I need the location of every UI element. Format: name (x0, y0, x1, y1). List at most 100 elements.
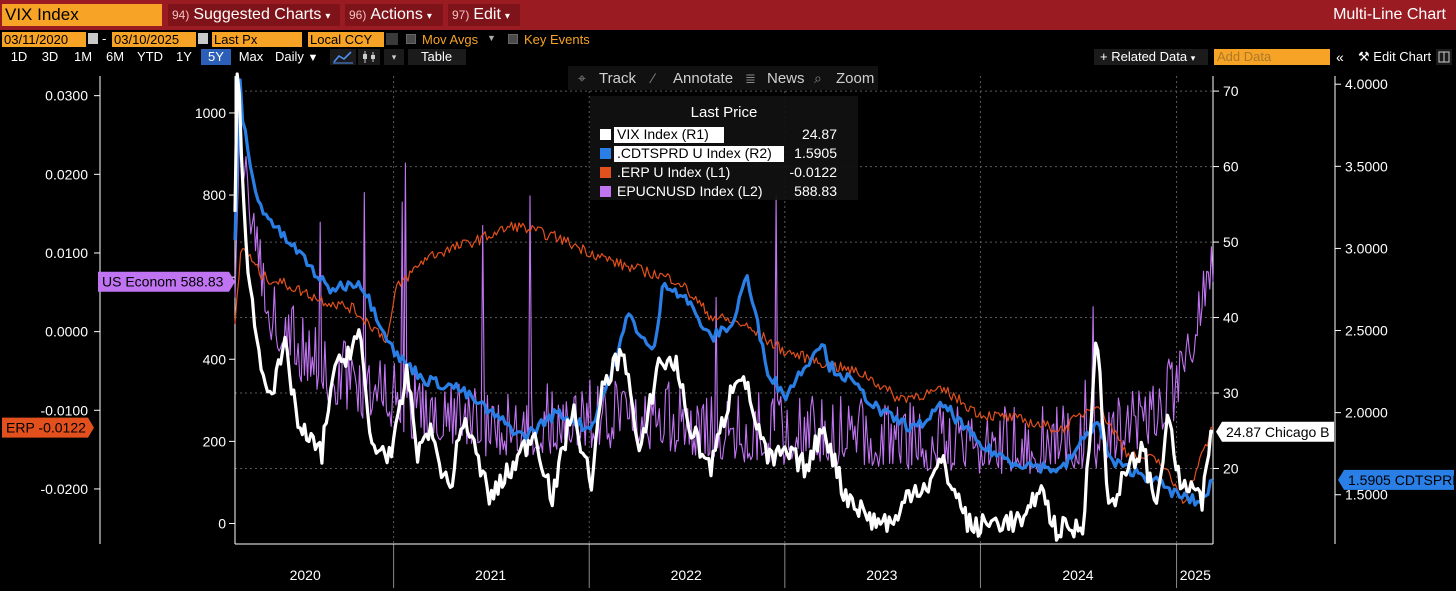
line-chart-icon-svg (333, 51, 353, 64)
range-bar: 1D 3D 1M 6M YTD 1Y 5Y Max Daily ▼ ▾ Tabl… (0, 48, 1456, 66)
legend-entry-name: .ERP U Index (L1) (617, 164, 730, 180)
key-events-checkbox[interactable] (508, 34, 518, 44)
price-field-select[interactable]: Last Px (212, 32, 302, 47)
edit-chart-button[interactable]: ⚒ Edit Chart (1358, 49, 1431, 65)
edit-menu[interactable]: 97) Edit ▾ (448, 4, 520, 26)
legend-entry-value: -0.0122 (790, 164, 838, 180)
l1-tick-label: -0.0200 (41, 481, 89, 497)
mov-avgs-label: Mov Avgs (422, 32, 479, 47)
axis-value-tag (98, 271, 235, 292)
window-title: Multi-Line Chart (1333, 6, 1446, 23)
chevron-down-icon[interactable] (386, 33, 398, 45)
range-max[interactable]: Max (238, 49, 264, 64)
legend-entry-value: 588.83 (794, 183, 837, 199)
annotate-button[interactable]: ∕ Annotate (649, 70, 733, 87)
end-date-field[interactable]: 03/10/2025 (112, 32, 196, 47)
suggested-charts-menu[interactable]: 94) Suggested Charts ▾ (168, 4, 340, 26)
year-separators (393, 544, 1178, 588)
r1-tick-label: 50 (1223, 234, 1239, 250)
news-button[interactable]: ≣ News (745, 70, 805, 87)
add-data-input[interactable]: Add Data (1214, 49, 1330, 65)
axis-value-tag (2, 417, 94, 438)
caret-down-icon: ▾ (504, 11, 510, 22)
currency-select[interactable]: Local CCY (308, 32, 384, 47)
crosshair-icon: ⌖ (578, 70, 586, 86)
range-1y[interactable]: 1Y (176, 49, 192, 64)
l1-tick-label: 0.0300 (45, 88, 88, 104)
range-1m[interactable]: 1M (73, 49, 93, 64)
line-chart-icon[interactable] (330, 49, 356, 65)
ticker-input[interactable]: VIX Index (2, 4, 162, 26)
l1-tick-label: 0.0100 (45, 245, 88, 261)
menu-number: 97) (452, 8, 470, 22)
r2-tick-label: 2.0000 (1345, 405, 1388, 421)
series-line (234, 120, 1214, 475)
range-1d[interactable]: 1D (10, 49, 28, 64)
range-6m[interactable]: 6M (105, 49, 125, 64)
news-icon: ≣ (745, 71, 756, 86)
r2-tick-label: 1.5000 (1345, 487, 1388, 503)
menu-label: Actions (370, 6, 423, 23)
periodicity-label: Daily (275, 49, 304, 64)
multi-line-chart[interactable]: 0.0300 0.0200 0.0100 0.0000 -0.0100 -0.0200 1… (0, 66, 1456, 591)
double-chevron-left-icon[interactable]: « (1336, 49, 1344, 65)
zoom-label: Zoom (836, 70, 874, 87)
calendar-icon[interactable] (198, 33, 208, 44)
x-tick-label: 2024 (1062, 567, 1093, 583)
related-data-label: Related Data (1111, 49, 1188, 64)
l2-tick-label: 1000 (195, 105, 226, 121)
candlestick-icon[interactable] (358, 49, 380, 65)
r2-tick-label: 2.5000 (1345, 323, 1388, 339)
legend-swatch (600, 186, 611, 197)
l1-tick-label: -0.0100 (41, 402, 89, 418)
r1-tick-label: 30 (1223, 385, 1239, 401)
edit-chart-label: Edit Chart (1373, 49, 1432, 64)
date-separator: - (102, 31, 107, 46)
related-data-button[interactable]: + Related Data ▾ (1094, 49, 1208, 65)
l2-ticks: 10008006004002000 (195, 105, 235, 531)
series-line (233, 72, 1214, 542)
legend: Last Price VIX Index (R1) 24.87 .CDTSPRD U… (590, 96, 858, 200)
key-events-label: Key Events (524, 32, 590, 47)
l2-tick-label: 200 (203, 433, 227, 449)
x-tick-label: 2022 (671, 567, 702, 583)
legend-entry-name: .CDTSPRD U Index (R2) (617, 145, 772, 161)
calendar-icon[interactable] (88, 33, 98, 44)
actions-menu[interactable]: 96) Actions ▾ (345, 4, 443, 26)
caret-down-icon: ▾ (325, 11, 331, 22)
legend-highlight (614, 146, 784, 162)
r1-tick-label: 60 (1223, 159, 1239, 175)
range-5y[interactable]: 5Y (201, 49, 231, 65)
l2-tick-label: 800 (203, 187, 227, 203)
caret-down-icon: ▼ (307, 52, 319, 64)
x-tick-label: 2021 (475, 567, 506, 583)
start-date-field[interactable]: 03/11/2020 (2, 32, 86, 47)
related-data-text: + Related Data ▾ (1100, 49, 1196, 64)
chevron-down-icon[interactable]: ▼ (487, 33, 496, 43)
periodicity-select[interactable]: Daily ▼ (275, 49, 318, 66)
chart-toolbar-bg (568, 66, 878, 90)
table-button[interactable]: Table (408, 49, 466, 65)
axis-tags: US Econom 588.83 ERP -0.0122 24.87 Chicago… (2, 271, 1456, 490)
l1-ticks: 0.0300 0.0200 0.0100 0.0000 -0.0100 -0.0200 (41, 88, 100, 497)
x-ticks: 2020 2021 2022 2023 2024 2025 (290, 567, 1211, 583)
track-button[interactable]: ⌖ Track (578, 70, 636, 87)
wrench-icon: ⚒ (1358, 49, 1370, 64)
menu-label: Suggested Charts (193, 6, 322, 23)
zoom-button[interactable]: ⌕ Zoom (814, 70, 874, 87)
range-ytd[interactable]: YTD (137, 49, 163, 64)
axis-value-tag-label: ERP -0.0122 (6, 420, 86, 436)
series-line (233, 78, 1214, 507)
x-tick-label: 2020 (290, 567, 321, 583)
range-3d[interactable]: 3D (41, 49, 59, 64)
r1-tick-label: 70 (1223, 83, 1239, 99)
caret-down-icon: ▾ (426, 11, 432, 22)
legend-swatch (600, 148, 611, 159)
chevron-down-icon[interactable]: ▾ (384, 49, 404, 65)
expand-icon[interactable] (1436, 49, 1452, 65)
candlestick-icon-svg (363, 51, 375, 63)
r2-ticks: 4.0000 3.5000 3.0000 2.5000 2.0000 1.5000 (1335, 76, 1388, 503)
menu-label: Edit (473, 6, 501, 23)
mov-avgs-checkbox[interactable] (406, 34, 416, 44)
legend-rows: VIX Index (R1) 24.87 .CDTSPRD U Index (R2)… (600, 126, 837, 199)
